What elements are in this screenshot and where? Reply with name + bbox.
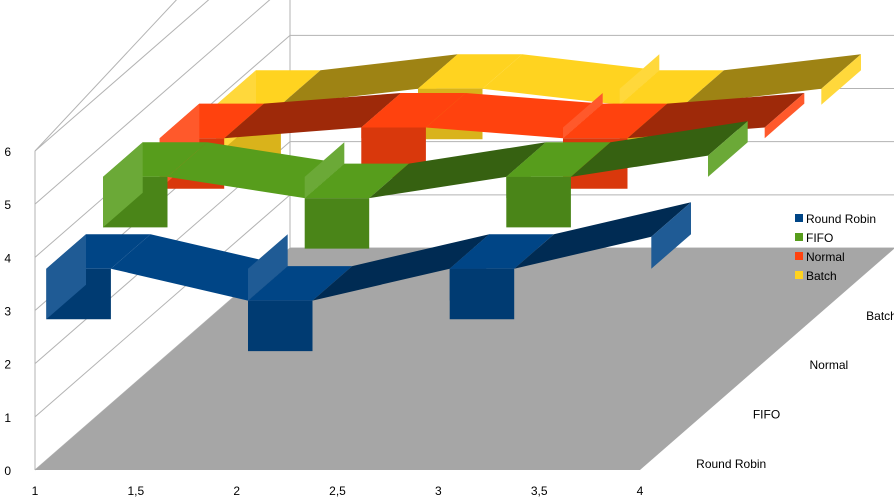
- data-bar: [482, 54, 660, 105]
- x-tick-label: 3,5: [531, 484, 548, 498]
- x-tick-label: 3: [435, 484, 442, 498]
- step-riser: [764, 93, 805, 139]
- legend[interactable]: Round Robin FIFO Normal Batch: [795, 212, 876, 283]
- wall-edge: [34, 0, 177, 152]
- data-bar: [449, 234, 554, 269]
- legend-swatch: [795, 233, 803, 241]
- step-riser: [708, 121, 748, 177]
- step-riser: [563, 93, 603, 139]
- data-bar: [248, 266, 353, 301]
- z-tick-label: 5: [4, 198, 11, 212]
- data-bar-front: [449, 268, 515, 320]
- depth-tick-label: Batch: [866, 309, 894, 323]
- step-riser: [821, 54, 861, 105]
- depth-tick-label: Normal: [810, 358, 849, 372]
- gridline-side: [34, 194, 291, 418]
- series-fifo[interactable]: [103, 121, 748, 249]
- data-bar-front: [304, 198, 370, 249]
- legend-item-label: Round Robin: [806, 212, 876, 226]
- data-bar: [167, 142, 345, 199]
- data-bar: [361, 93, 466, 128]
- data-bar: [418, 54, 523, 89]
- z-tick-label: 3: [4, 305, 11, 319]
- data-bar: [224, 93, 401, 139]
- z-tick-label: 1: [4, 411, 11, 425]
- x-tick-label: 2,5: [329, 484, 346, 498]
- data-bar: [619, 70, 724, 105]
- depth-axis-ticks: Round Robin FIFO Normal Batch: [696, 309, 894, 471]
- step-riser: [651, 202, 691, 269]
- legend-swatch: [795, 214, 803, 222]
- depth-tick-label: FIFO: [753, 408, 780, 422]
- x-tick-label: 4: [637, 484, 644, 498]
- step-riser: [304, 142, 345, 199]
- data-bar: [369, 142, 546, 199]
- data-bar: [110, 234, 288, 301]
- chart-series: [46, 54, 861, 352]
- legend-item-label: Normal: [806, 250, 845, 264]
- gridline-side: [34, 0, 271, 205]
- z-axis-ticks: 0 1 2 3 4 5 6: [4, 145, 11, 478]
- series-round-robin[interactable]: [46, 202, 691, 352]
- data-bar: [312, 234, 490, 301]
- x-tick-label: 1: [32, 484, 39, 498]
- data-bar: [684, 54, 861, 105]
- x-axis-ticks: 1 1,5 2 2,5 3 3,5 4: [32, 484, 644, 498]
- data-bar-front: [506, 176, 571, 228]
- z-tick-label: 0: [4, 464, 11, 478]
- x-tick-label: 2: [233, 484, 240, 498]
- step-riser: [619, 54, 660, 105]
- data-bar: [304, 163, 409, 199]
- legend-swatch: [795, 271, 803, 279]
- data-bar: [627, 93, 805, 139]
- data-bar: [570, 121, 748, 177]
- series-end-cap: [46, 234, 86, 320]
- step-riser: [248, 234, 288, 301]
- data-bar: [280, 54, 458, 105]
- data-bar: [563, 103, 668, 139]
- x-tick-label: 1,5: [127, 484, 144, 498]
- data-bar: [506, 142, 611, 177]
- data-bar-front: [248, 300, 313, 352]
- data-bar: [514, 202, 691, 269]
- series-end-cap: [103, 142, 143, 228]
- data-bar: [425, 93, 603, 139]
- legend-item-label: FIFO: [806, 231, 833, 245]
- depth-tick-label: Round Robin: [696, 457, 766, 471]
- legend-swatch: [795, 252, 803, 260]
- legend-item-label: Batch: [806, 269, 837, 283]
- z-tick-label: 2: [4, 358, 11, 372]
- z-tick-label: 4: [4, 251, 11, 265]
- z-tick-label: 6: [4, 145, 11, 159]
- gridline-side: [34, 0, 210, 152]
